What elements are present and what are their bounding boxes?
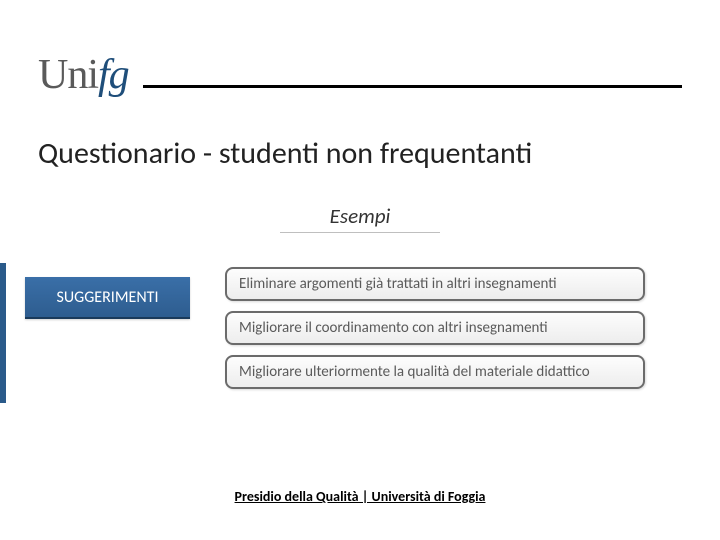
logo-text: Unifg	[38, 54, 129, 96]
suggestion-list: Eliminare argomenti già trattati in altr…	[225, 267, 645, 389]
side-accent-stripe	[0, 263, 6, 403]
header-divider	[143, 85, 682, 88]
header-bar: Unifg	[38, 48, 682, 96]
page-title: Questionario - studenti non frequentanti	[38, 135, 532, 172]
suggestion-item: Migliorare il coordinamento con altri in…	[225, 311, 645, 345]
suggestion-item: Eliminare argomenti già trattati in altr…	[225, 267, 645, 301]
suggestions-label: SUGGERIMENTI	[57, 288, 159, 307]
logo-part2: fg	[98, 52, 129, 98]
logo: Unifg	[38, 48, 129, 96]
logo-part1: Uni	[38, 52, 98, 98]
footer-text: Presidio della Qualità | Università di F…	[235, 488, 486, 505]
subtitle: Esempi	[330, 203, 391, 229]
suggestions-label-box: SUGGERIMENTI	[25, 277, 190, 319]
suggestion-item: Migliorare ulteriormente la qualità del …	[225, 355, 645, 389]
subtitle-underline	[280, 232, 440, 233]
